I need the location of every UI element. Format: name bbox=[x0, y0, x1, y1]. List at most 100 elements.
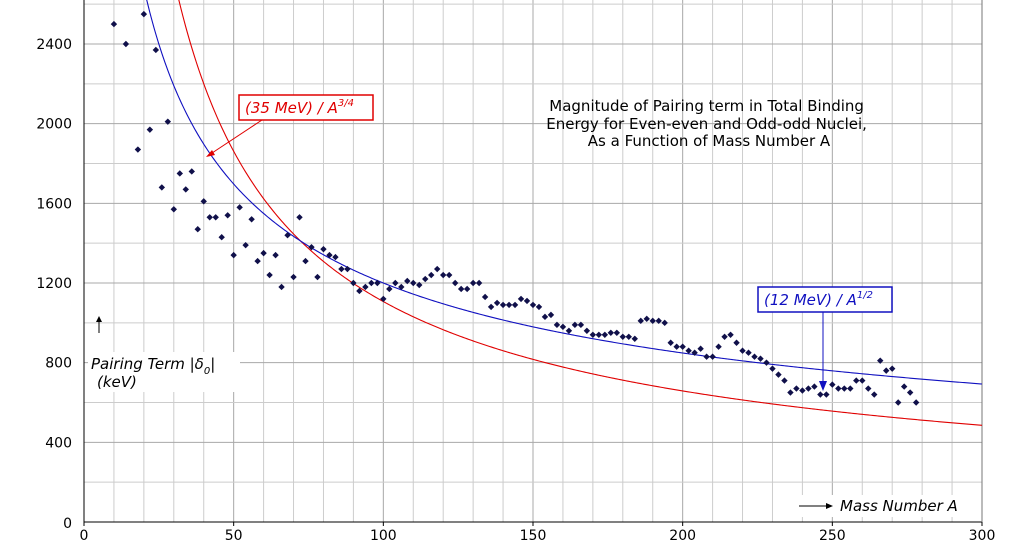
data-point bbox=[170, 206, 177, 213]
data-point bbox=[871, 391, 878, 398]
y-tick-label: 800 bbox=[45, 356, 72, 372]
data-point bbox=[362, 283, 369, 291]
data-point bbox=[218, 233, 225, 241]
data-point bbox=[212, 214, 219, 221]
blue-curve-label: (12 MeV) / A1/2 bbox=[764, 290, 873, 309]
data-point bbox=[410, 279, 417, 287]
data-point bbox=[457, 285, 465, 293]
blue-label-box bbox=[757, 286, 893, 313]
data-point bbox=[152, 46, 160, 54]
data-point bbox=[110, 20, 118, 28]
data-point bbox=[865, 385, 872, 392]
data-point bbox=[535, 303, 543, 311]
data-point bbox=[595, 331, 603, 338]
data-point bbox=[266, 271, 273, 279]
data-point bbox=[805, 385, 812, 392]
x-tick-label: 0 bbox=[80, 528, 89, 544]
data-point bbox=[392, 279, 399, 287]
y-label-bg bbox=[88, 352, 240, 392]
tick-labels: 0 50 100 150 200 250 300 0 400 800 1200 1600 2000 240… bbox=[36, 37, 996, 544]
data-point bbox=[823, 391, 830, 398]
data-point bbox=[906, 389, 914, 396]
data-point bbox=[553, 321, 561, 329]
data-point bbox=[236, 204, 243, 211]
x-label-text: Mass Number A bbox=[840, 497, 958, 515]
data-point bbox=[475, 279, 483, 287]
data-point bbox=[260, 249, 267, 257]
x-tick-label: 100 bbox=[370, 528, 397, 544]
data-point bbox=[547, 311, 555, 319]
x-tick-label: 300 bbox=[969, 528, 996, 544]
y-tick-label: 1600 bbox=[36, 196, 72, 212]
x-tick-label: 250 bbox=[819, 528, 846, 544]
data-point bbox=[625, 333, 632, 340]
data-point bbox=[350, 279, 357, 287]
data-point bbox=[757, 355, 764, 362]
data-point bbox=[619, 333, 626, 340]
data-point bbox=[224, 212, 231, 219]
data-point bbox=[715, 343, 722, 350]
data-point bbox=[859, 377, 866, 384]
data-point bbox=[787, 389, 794, 396]
data-point bbox=[847, 385, 854, 392]
data-point bbox=[134, 146, 142, 153]
red-fit-curve bbox=[178, 0, 982, 426]
y-label-line-2: (keV) bbox=[97, 373, 137, 391]
data-point bbox=[416, 281, 423, 289]
data-point bbox=[577, 321, 585, 329]
data-point bbox=[434, 265, 441, 273]
x-axis-label: Mass Number A bbox=[795, 495, 975, 517]
data-point bbox=[140, 10, 148, 18]
data-point bbox=[404, 277, 411, 285]
data-point bbox=[811, 383, 818, 390]
data-point bbox=[703, 353, 710, 360]
data-point bbox=[158, 184, 166, 191]
data-point bbox=[194, 226, 201, 233]
data-point bbox=[182, 186, 189, 193]
data-point bbox=[894, 399, 902, 406]
data-point bbox=[841, 385, 848, 392]
data-points bbox=[110, 10, 920, 406]
data-point bbox=[320, 245, 327, 253]
red-curve-label: (35 MeV) / A3/4 bbox=[245, 98, 354, 117]
data-point bbox=[733, 339, 740, 346]
data-point bbox=[314, 273, 321, 281]
data-point bbox=[302, 257, 309, 265]
y-tick-label: 2000 bbox=[36, 117, 72, 133]
data-point bbox=[308, 243, 315, 251]
y-tick-label: 400 bbox=[45, 435, 72, 451]
grid bbox=[84, 0, 982, 522]
data-point bbox=[493, 299, 501, 307]
data-point bbox=[637, 317, 644, 325]
x-tick-label: 150 bbox=[520, 528, 547, 544]
blue-fit-curve bbox=[146, 0, 982, 385]
data-point bbox=[763, 359, 770, 366]
data-point bbox=[541, 313, 549, 321]
data-point bbox=[451, 279, 459, 287]
data-point bbox=[655, 317, 662, 325]
data-point bbox=[374, 279, 381, 287]
data-point bbox=[290, 273, 297, 281]
data-point bbox=[440, 271, 447, 279]
data-point bbox=[146, 126, 154, 133]
data-point bbox=[781, 377, 788, 384]
data-point bbox=[727, 331, 734, 338]
y-arrow-head bbox=[96, 316, 102, 322]
data-point bbox=[889, 365, 896, 372]
data-point bbox=[428, 271, 435, 279]
blue-curve-annotation: (12 MeV) / A1/2 bbox=[757, 286, 893, 391]
data-point bbox=[284, 232, 291, 239]
red-arrow-line bbox=[208, 119, 263, 156]
data-point bbox=[601, 331, 609, 338]
data-point bbox=[230, 251, 237, 259]
data-point bbox=[278, 283, 285, 291]
data-point bbox=[643, 315, 650, 323]
data-point bbox=[206, 214, 213, 221]
data-point bbox=[607, 329, 615, 336]
data-point bbox=[122, 40, 130, 48]
data-point bbox=[463, 285, 471, 293]
data-point bbox=[793, 385, 800, 392]
chart-title: Magnitude of Pairing term in Total Bindi… bbox=[546, 97, 871, 150]
data-point bbox=[673, 343, 680, 350]
red-label-box bbox=[238, 94, 374, 121]
